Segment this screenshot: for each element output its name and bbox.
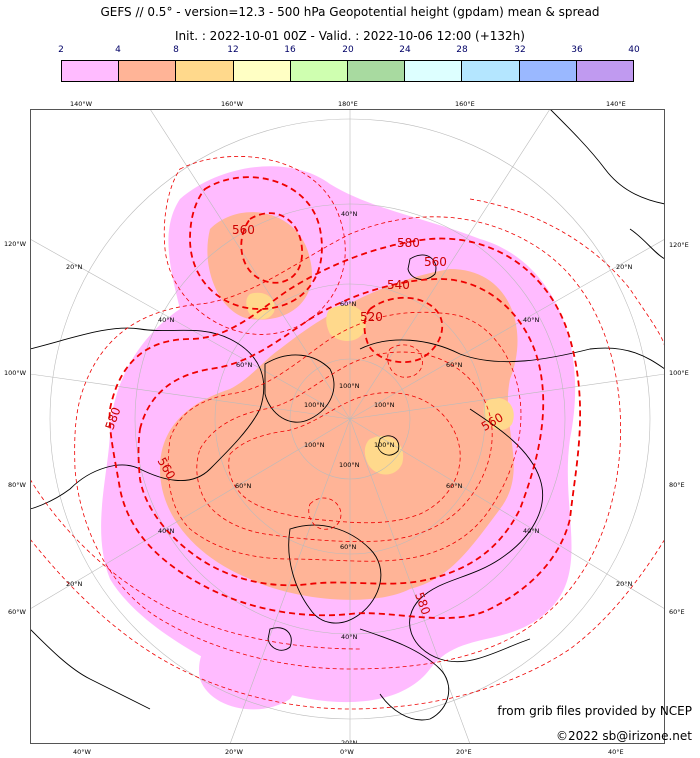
lat-label: 40°N — [158, 527, 175, 535]
lat-label: 40°N — [523, 316, 540, 324]
latitude-labels: 40°N 20°N 40°N 60°N 20°N 40°N 60°N 60°N … — [66, 210, 633, 744]
lat-label: 60°N — [446, 361, 463, 369]
map-frame — [30, 109, 665, 744]
copyright-credit: ©2022 sb@irizone.net — [556, 729, 692, 743]
title-line-2: Init. : 2022-10-01 00Z - Valid. : 2022-1… — [175, 29, 525, 43]
colorbar-tick: 20 — [342, 45, 354, 55]
spread-area-high — [326, 305, 366, 341]
lon-label: 140°E — [606, 100, 626, 108]
lon-label: 80°W — [8, 481, 26, 489]
lon-label: 20°E — [456, 748, 472, 756]
colorbar-segment — [290, 61, 349, 81]
contour-label: 560 — [232, 223, 255, 237]
lon-label: 60°E — [669, 608, 685, 616]
lon-label: 80°E — [669, 481, 685, 489]
colorbar-tick: 32 — [514, 45, 526, 55]
lon-label: 120°E — [669, 241, 689, 249]
lon-label: 180°E — [338, 100, 358, 108]
lon-label: 40°W — [73, 748, 91, 756]
title-line-1: GEFS // 0.5° - version=12.3 - 500 hPa Ge… — [100, 5, 600, 19]
lon-label: 120°W — [4, 240, 27, 248]
colorbar-tick: 4 — [115, 45, 121, 55]
spread-area-mid — [160, 269, 518, 600]
lat-label: 60°N — [340, 543, 357, 551]
lat-label: 40°N — [158, 316, 175, 324]
lat-label: 20°N — [616, 580, 633, 588]
data-source-credit: from grib files provided by NCEP — [497, 704, 692, 718]
lon-label: 0°W — [340, 748, 354, 756]
lon-label: 100°W — [4, 369, 27, 377]
colorbar-segment — [176, 61, 234, 81]
lon-label: 160°W — [221, 100, 244, 108]
colorbar-tick: 36 — [571, 45, 583, 55]
colorbar-segment — [119, 61, 177, 81]
lon-label: 100°E — [669, 369, 689, 377]
lat-label: 100°N — [304, 441, 325, 449]
lat-label: 20°N — [341, 739, 358, 744]
contour-label: 520 — [360, 310, 383, 324]
colorbar-segment — [462, 61, 520, 81]
spread-area-high — [246, 292, 275, 320]
lat-label: 40°N — [523, 527, 540, 535]
lat-label: 20°N — [616, 263, 633, 271]
lon-label: 140°W — [70, 100, 93, 108]
lat-label: 60°N — [236, 361, 253, 369]
graticule — [30, 109, 665, 744]
colorbar-segment — [405, 61, 463, 81]
lat-label: 60°N — [235, 482, 252, 490]
colorbar-tick: 40 — [628, 45, 640, 55]
lat-label: 40°N — [341, 210, 358, 218]
contour-label: 540 — [387, 278, 410, 292]
colorbar — [61, 60, 634, 82]
colorbar-tick: 12 — [227, 45, 239, 55]
lon-label: 160°E — [455, 100, 475, 108]
lat-label: 20°N — [66, 580, 83, 588]
colorbar-tick: 16 — [284, 45, 296, 55]
lon-label: 20°W — [225, 748, 243, 756]
colorbar-tick: 8 — [173, 45, 179, 55]
lat-label: 40°N — [341, 633, 358, 641]
lat-label: 100°N — [374, 401, 395, 409]
spread-area-low — [199, 629, 296, 710]
lat-label: 100°N — [339, 461, 360, 469]
colorbar-tick: 24 — [399, 45, 411, 55]
lat-label: 100°N — [374, 441, 395, 449]
lon-label: 40°E — [608, 748, 624, 756]
polar-map: 560 580 560 540 520 580 560 560 580 40°N… — [30, 109, 665, 744]
lat-label: 60°N — [340, 300, 357, 308]
colorbar-segment — [233, 61, 291, 81]
lat-label: 100°N — [339, 382, 360, 390]
lat-label: 60°N — [446, 482, 463, 490]
contours-major — [108, 176, 581, 619]
colorbar-segment — [576, 61, 634, 81]
lat-label: 20°N — [66, 263, 83, 271]
colorbar-tick: 2 — [58, 45, 64, 55]
contour-label: 580 — [397, 236, 420, 250]
colorbar-segment — [519, 61, 577, 81]
contour-label: 560 — [424, 255, 447, 269]
colorbar-tick: 28 — [456, 45, 468, 55]
lon-label: 60°W — [8, 608, 26, 616]
colorbar-segment — [62, 61, 120, 81]
colorbar-segment — [348, 61, 406, 81]
contours-minor — [30, 156, 665, 710]
lat-label: 100°N — [304, 401, 325, 409]
